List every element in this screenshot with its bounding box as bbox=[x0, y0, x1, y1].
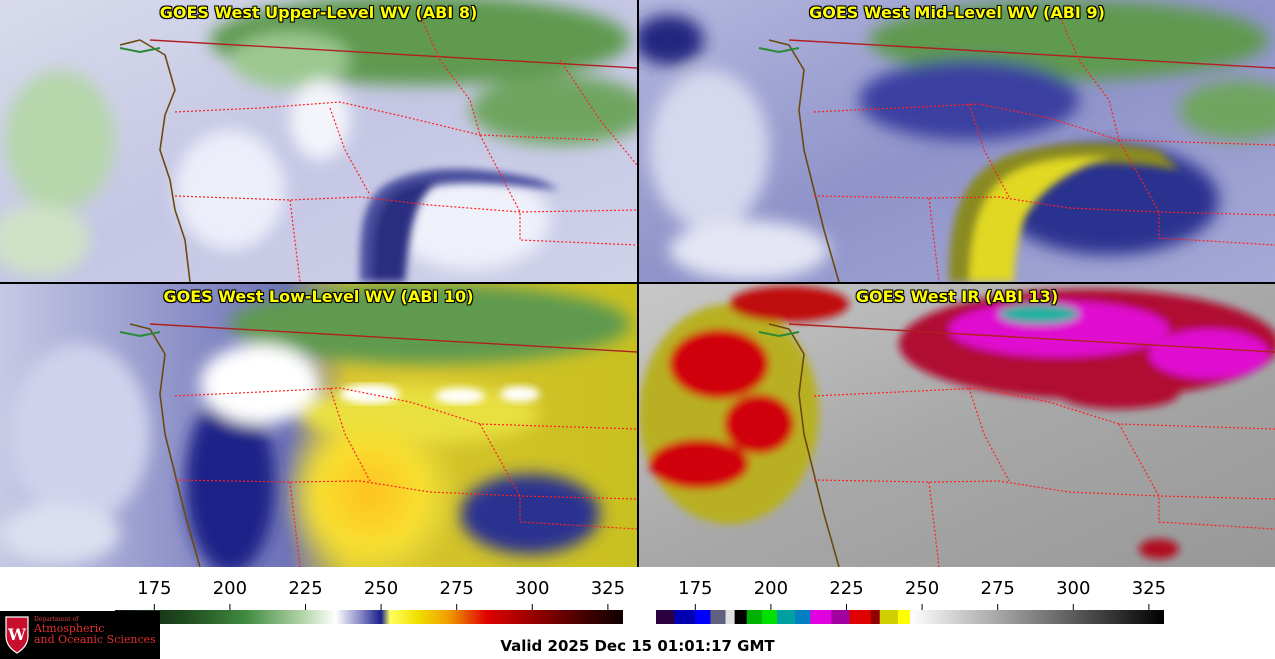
ir-colorbar-segment bbox=[897, 610, 911, 624]
ir-colorbar-segment bbox=[879, 610, 899, 624]
aos-logo-text: Department of Atmospheric and Oceanic Sc… bbox=[34, 616, 156, 645]
ir-panel: GOES West IR (ABI 13) bbox=[639, 284, 1275, 567]
ir-colorbar-segment bbox=[746, 610, 763, 624]
ir-colorbar-segment bbox=[776, 610, 796, 624]
ir-colorbar-tick-label: 225 bbox=[829, 578, 863, 599]
wv-colorbar-strip bbox=[115, 610, 623, 624]
wv-colorbar-graphic: 175 200 225 250 275 300 325 bbox=[115, 578, 625, 624]
ir-colorbar-segment bbox=[725, 610, 736, 624]
upper-level-wv-panel: GOES West Upper-Level WV (ABI 8) bbox=[0, 0, 637, 282]
ir-colorbar-tick-label: 200 bbox=[754, 578, 788, 599]
mid-level-wv-title: GOES West Mid-Level WV (ABI 9) bbox=[809, 3, 1105, 22]
low-level-wv-image bbox=[0, 284, 637, 567]
wv-colorbar-tick-label: 200 bbox=[213, 578, 247, 599]
ir-colorbar-tick-label: 175 bbox=[678, 578, 712, 599]
ir-colorbar-segment bbox=[734, 610, 748, 624]
ir-colorbar-segment bbox=[674, 610, 696, 624]
ir-colorbar-tick-label: 325 bbox=[1132, 578, 1166, 599]
aos-logo-line2: and Oceanic Sciences bbox=[34, 633, 156, 646]
ir-colorbar-tick-label: 250 bbox=[905, 578, 939, 599]
wv-colorbar: 175 200 225 250 275 300 325 bbox=[115, 572, 625, 630]
ir-colorbar-segment bbox=[870, 610, 881, 624]
ir-colorbar-graphic: 175 200 225 250 275 300 325 bbox=[656, 578, 1166, 624]
aos-logo-department: Department of bbox=[34, 616, 79, 623]
low-level-wv-panel: GOES West Low-Level WV (ABI 10) bbox=[0, 284, 637, 567]
mid-level-wv-image bbox=[639, 0, 1275, 282]
valid-time: Valid 2025 Dec 15 01:01:17 GMT bbox=[500, 637, 775, 655]
ir-colorbar-segment bbox=[761, 610, 778, 624]
wv-colorbar-tick-label: 325 bbox=[591, 578, 625, 599]
ir-colorbar-segment bbox=[656, 610, 675, 624]
ir-colorbar-segment bbox=[849, 610, 872, 624]
low-level-wv-title: GOES West Low-Level WV (ABI 10) bbox=[163, 287, 474, 306]
ir-colorbar-gray-ramp bbox=[910, 610, 1164, 624]
ir-title: GOES West IR (ABI 13) bbox=[855, 287, 1059, 306]
wv-colorbar-tick-label: 175 bbox=[137, 578, 171, 599]
ir-colorbar-segment bbox=[831, 610, 851, 624]
wv-colorbar-tick-label: 300 bbox=[515, 578, 549, 599]
uw-shield-icon: W bbox=[5, 616, 29, 654]
wv-colorbar-tick-label: 275 bbox=[440, 578, 474, 599]
ir-colorbar-segment bbox=[695, 610, 711, 624]
ir-colorbar-tick-label: 300 bbox=[1056, 578, 1090, 599]
mid-level-wv-panel: GOES West Mid-Level WV (ABI 9) bbox=[639, 0, 1275, 282]
ir-colorbar-segment bbox=[810, 610, 832, 624]
wv-colorbar-tick-label: 225 bbox=[288, 578, 322, 599]
ir-image bbox=[639, 284, 1275, 567]
upper-level-wv-image bbox=[0, 0, 637, 282]
ir-colorbar-segment bbox=[795, 610, 811, 624]
upper-level-wv-title: GOES West Upper-Level WV (ABI 8) bbox=[159, 3, 478, 22]
wv-colorbar-tick-label: 250 bbox=[364, 578, 398, 599]
aos-logo-line1: Atmospheric bbox=[34, 622, 105, 635]
ir-colorbar-segment bbox=[710, 610, 727, 624]
ir-colorbar-tick-label: 275 bbox=[981, 578, 1015, 599]
aos-logo: W Department of Atmospheric and Oceanic … bbox=[0, 611, 160, 659]
panel-divider-horizontal bbox=[0, 282, 1275, 284]
shield-letter: W bbox=[7, 625, 27, 644]
ir-colorbar: 175 200 225 250 275 300 325 bbox=[656, 572, 1166, 630]
